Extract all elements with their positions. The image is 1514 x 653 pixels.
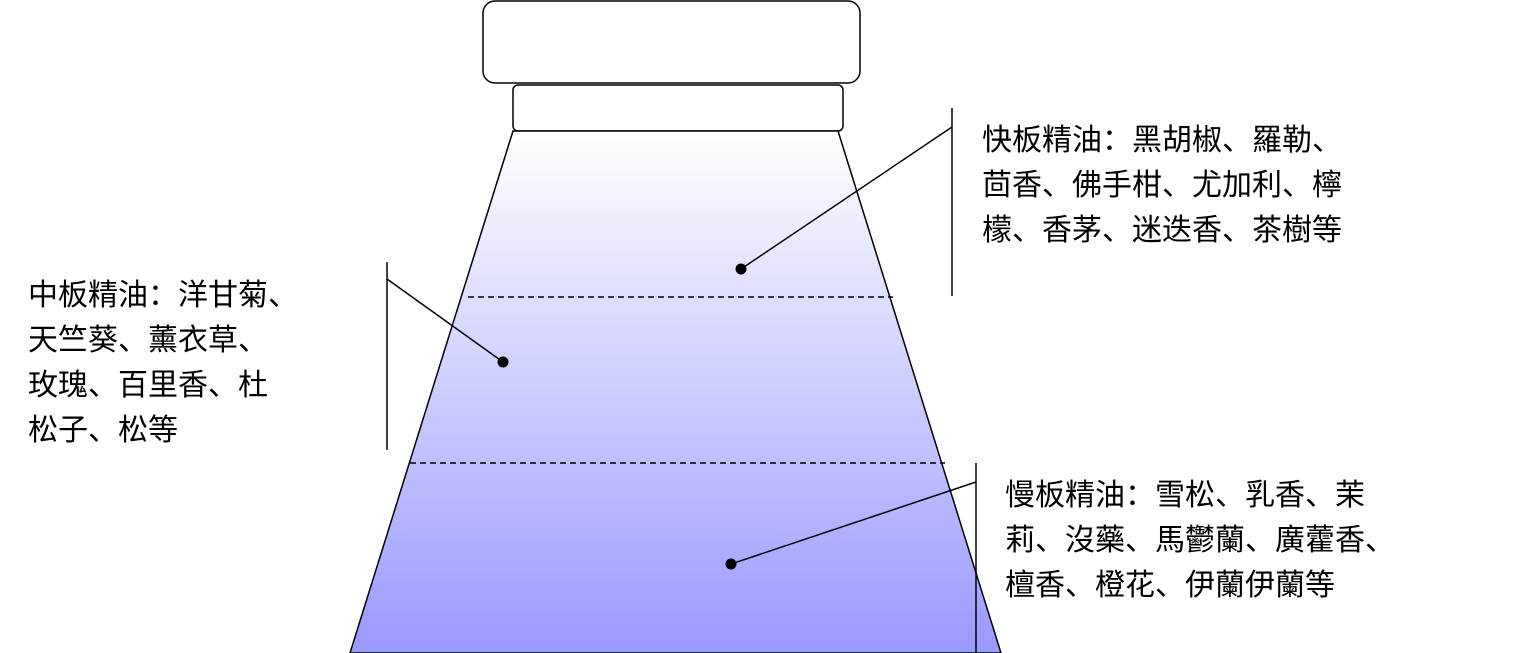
middle-note-line: 松子、松等 xyxy=(28,413,178,448)
base-note-line: 檀香、橙花、伊蘭伊蘭等 xyxy=(1005,568,1335,603)
base-note-label: 慢板精油：雪松、乳香、茉 莉、沒藥、馬鬱蘭、廣藿香、 檀香、橙花、伊蘭伊蘭等 xyxy=(1005,473,1395,608)
top-note-label: 快板精油：黑胡椒、羅勒、 茴香、佛手柑、尤加利、檸 檬、香茅、迷迭香、茶樹等 xyxy=(982,118,1342,253)
base-note-line: 莉、沒藥、馬鬱蘭、廣藿香、 xyxy=(1005,523,1395,558)
base-note-line: 慢板精油：雪松、乳香、茉 xyxy=(1005,478,1365,513)
base-note-pointer xyxy=(730,481,977,565)
top-note-dot xyxy=(735,263,747,275)
top-note-pointer xyxy=(740,126,953,270)
bottle-body xyxy=(349,130,1002,653)
top-note-line: 茴香、佛手柑、尤加利、檸 xyxy=(982,168,1342,203)
middle-note-line: 中板精油：洋甘菊、 xyxy=(28,278,298,313)
middle-note-label: 中板精油：洋甘菊、 天竺葵、薰衣草、 玫瑰、百里香、杜 松子、松等 xyxy=(28,273,298,453)
middle-note-pointer xyxy=(386,278,504,363)
base-note-dot xyxy=(725,558,737,570)
top-note-line: 檬、香茅、迷迭香、茶樹等 xyxy=(982,213,1342,248)
middle-note-line: 玫瑰、百里香、杜 xyxy=(28,368,268,403)
middle-note-dot xyxy=(497,356,509,368)
top-note-line: 快板精油：黑胡椒、羅勒、 xyxy=(982,123,1342,158)
bottle-neck xyxy=(512,84,844,132)
middle-note-line: 天竺葵、薰衣草、 xyxy=(28,323,268,358)
bottle-cap xyxy=(482,0,861,84)
